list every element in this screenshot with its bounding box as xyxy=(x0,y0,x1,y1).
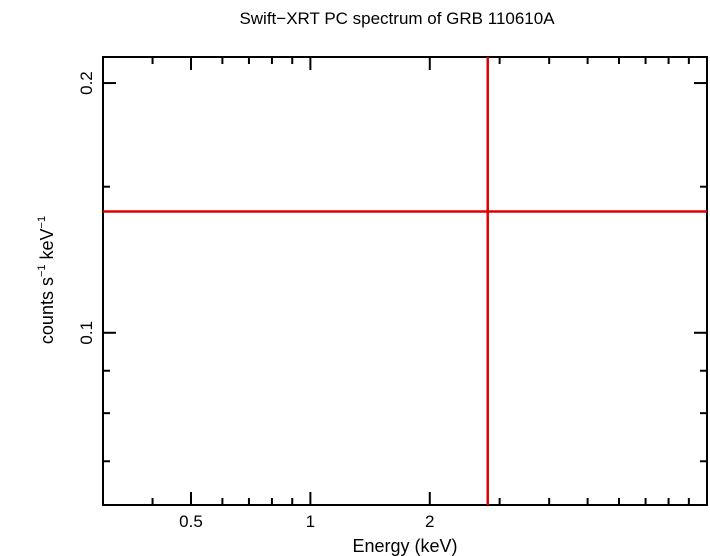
x-tick-label: 0.5 xyxy=(179,512,203,531)
y-axis-label-sup2: −1 xyxy=(36,216,48,229)
plot-frame xyxy=(102,56,708,506)
y-tick-label: 0.1 xyxy=(77,321,96,345)
plot-area: 0.5 1 2 0.1 0.2 xyxy=(77,56,708,531)
y-axis-label: counts s−1 keV−1 xyxy=(36,216,57,344)
y-axis-label-sup1: −1 xyxy=(36,264,48,277)
y-axis-label-main: counts s xyxy=(37,277,57,344)
y-axis-label-mid: keV xyxy=(37,228,57,264)
x-tick-label: 2 xyxy=(425,512,434,531)
x-axis-label: Energy (keV) xyxy=(352,536,457,556)
chart-title: Swift−XRT PC spectrum of GRB 110610A xyxy=(239,9,555,28)
y-tick-label: 0.2 xyxy=(77,71,96,95)
x-tick-label: 1 xyxy=(306,512,315,531)
